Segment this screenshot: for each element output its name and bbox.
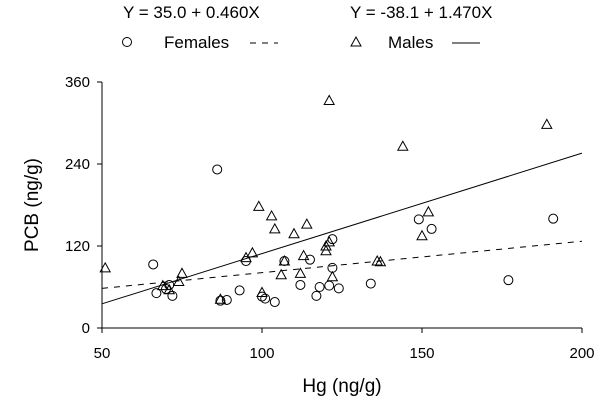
females-equation: Y = 35.0 + 0.460X	[123, 3, 260, 22]
males-point	[374, 255, 387, 267]
males-regression-line	[101, 152, 583, 305]
females-point	[314, 282, 325, 292]
males-point	[323, 235, 336, 247]
males-point	[265, 209, 278, 221]
females-point	[215, 295, 226, 306]
males-point	[297, 249, 310, 261]
axes	[101, 82, 582, 329]
males-point	[246, 246, 259, 258]
y-tick-label: 360	[65, 74, 90, 91]
males-point	[214, 293, 227, 304]
y-tick-label: 240	[65, 156, 90, 173]
females-point	[212, 164, 223, 175]
males-point	[294, 267, 307, 278]
fit-lines	[101, 152, 583, 305]
males-point	[422, 205, 435, 217]
x-tick-label: 50	[94, 345, 111, 362]
males-point	[163, 283, 176, 295]
x-tick-label: 100	[249, 345, 274, 362]
males-point	[252, 200, 265, 211]
males-point	[323, 94, 336, 105]
males-point	[99, 261, 112, 273]
females-point	[295, 279, 306, 290]
males-point	[326, 270, 339, 282]
males-legend-label: Males	[388, 33, 433, 52]
males-point	[416, 229, 428, 241]
males-point	[288, 227, 300, 239]
females-point	[324, 280, 335, 291]
females-point	[234, 285, 245, 296]
females-point	[365, 278, 376, 289]
y-tick-label: 0	[82, 320, 90, 337]
x-axis-label: Hg (ng/g)	[302, 376, 381, 397]
x-tick-label: 150	[409, 345, 434, 362]
males-equation: Y = -38.1 + 1.470X	[350, 3, 492, 22]
males-point	[172, 275, 185, 287]
males-point	[540, 118, 553, 129]
females-point	[333, 283, 344, 294]
y-tick-label: 120	[65, 238, 90, 255]
x-tick-label: 200	[569, 345, 594, 362]
males-point	[320, 244, 332, 256]
females-point	[503, 275, 514, 286]
females-point	[148, 259, 159, 270]
males-point	[275, 268, 288, 280]
males-point	[300, 218, 313, 229]
legend: Females Males	[122, 33, 480, 52]
males-legend-marker	[350, 35, 362, 47]
ticks: 50 100 150 200 0 120 240 360	[65, 74, 595, 362]
y-axis-label: PCB (ng/g)	[22, 158, 43, 252]
males-point	[256, 286, 268, 297]
females-legend-marker	[122, 37, 132, 47]
females-point	[548, 213, 559, 224]
females-point	[167, 290, 178, 301]
males-point	[371, 255, 384, 266]
females-point	[311, 290, 322, 301]
males-point	[396, 140, 409, 151]
females-regression-line	[101, 240, 583, 289]
females-point	[413, 214, 424, 225]
males-point	[176, 267, 188, 278]
females-point	[260, 293, 271, 304]
females-legend-label: Females	[164, 33, 229, 52]
females-point	[269, 297, 280, 308]
females-point	[221, 294, 232, 305]
females-point	[151, 288, 162, 299]
data-points	[99, 94, 559, 308]
females-point	[426, 223, 437, 234]
males-point	[268, 222, 281, 234]
males-point	[278, 255, 291, 266]
males-point	[156, 279, 169, 291]
